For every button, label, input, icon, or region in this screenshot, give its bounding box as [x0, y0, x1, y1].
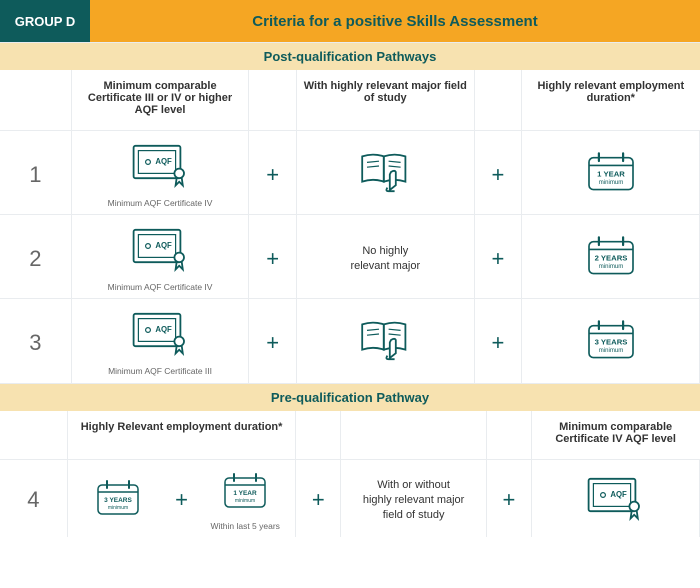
major-cell [296, 299, 474, 383]
table-row: 2 Minimum AQF Certificate IV + No highly… [0, 215, 700, 299]
skills-assessment-criteria: GROUP D Criteria for a positive Skills A… [0, 0, 700, 537]
blank-header [296, 411, 341, 460]
col-header-employment: Highly relevant employment duration* [522, 70, 700, 131]
svg-text:1 YEAR: 1 YEAR [597, 169, 625, 178]
blank-header [0, 70, 71, 131]
table-row: 3 Minimum AQF Certificate III + + 3 YEAR… [0, 299, 700, 383]
plus-icon: + [491, 162, 504, 187]
certificate-cell: Minimum AQF Certificate IV [71, 215, 249, 299]
calendar-icon: 3 YEARS minimum [72, 477, 164, 524]
pre-qualification-band: Pre-qualification Pathway [0, 383, 700, 411]
major-text-cell: With or without highly relevant major fi… [341, 459, 487, 537]
col-header-qualification: Minimum comparable Certificate III or IV… [71, 70, 249, 131]
title-bar: Criteria for a positive Skills Assessmen… [90, 0, 700, 42]
pathway-number: 1 [0, 131, 71, 215]
certificate-cell: Minimum AQF Certificate IV [71, 131, 249, 215]
plus-icon: + [502, 487, 515, 512]
employment-calendar-b-cell: 1 YEAR minimum Within last 5 years [195, 459, 296, 537]
certificate-icon [76, 225, 245, 278]
plus-icon: + [266, 162, 279, 187]
certificate-caption: Minimum AQF Certificate IV [76, 282, 245, 292]
table-row: 1 Minimum AQF Certificate IV + + 1 YEAR … [0, 131, 700, 215]
blank-header [474, 70, 521, 131]
pre-qualification-table: Highly Relevant employment duration* Min… [0, 411, 700, 537]
plus-icon: + [491, 246, 504, 271]
col-header-employment: Highly Relevant employment duration* [67, 411, 296, 460]
table-row: 4 3 YEARS minimum + 1 YEAR minimum [0, 459, 700, 537]
major-cell: No highlyrelevant major [296, 215, 474, 299]
employment-caption: Within last 5 years [199, 521, 291, 531]
employment-cell: 2 YEARS minimum [522, 215, 700, 299]
certificate-caption: Minimum AQF Certificate III [76, 366, 245, 376]
svg-text:minimum: minimum [235, 498, 255, 504]
major-cell [296, 131, 474, 215]
calendar-icon: 3 YEARS minimum [526, 318, 695, 367]
major-text: No highlyrelevant major [301, 244, 470, 274]
certificate-cell: Minimum AQF Certificate III [71, 299, 249, 383]
svg-text:3 YEARS: 3 YEARS [594, 338, 627, 347]
svg-text:minimum: minimum [108, 505, 128, 511]
blank-header [0, 411, 67, 460]
pathway-number: 2 [0, 215, 71, 299]
svg-text:minimum: minimum [598, 349, 623, 355]
pathway-number: 4 [0, 459, 67, 537]
plus-cell: + [249, 215, 296, 299]
group-badge: GROUP D [0, 0, 90, 42]
col-header-qualification: Minimum comparable Certificate IV AQF le… [531, 411, 699, 460]
svg-text:minimum: minimum [598, 180, 623, 186]
header-row: GROUP D Criteria for a positive Skills A… [0, 0, 700, 42]
svg-text:minimum: minimum [598, 264, 623, 270]
plus-cell: + [249, 299, 296, 383]
plus-cell: + [296, 459, 341, 537]
calendar-icon: 1 YEAR minimum [526, 150, 695, 199]
svg-text:1 YEAR: 1 YEAR [234, 490, 258, 497]
calendar-icon: 1 YEAR minimum [199, 470, 291, 517]
svg-text:3 YEARS: 3 YEARS [104, 497, 132, 504]
book-icon [301, 316, 470, 369]
employment-calendar-a-cell: 3 YEARS minimum [67, 459, 168, 537]
plus-cell: + [474, 215, 521, 299]
post-qualification-table: Minimum comparable Certificate III or IV… [0, 70, 700, 383]
plus-cell: + [474, 299, 521, 383]
plus-icon: + [491, 330, 504, 355]
plus-cell: + [486, 459, 531, 537]
calendar-icon: 2 YEARS minimum [526, 234, 695, 283]
plus-cell: + [249, 131, 296, 215]
certificate-icon [536, 474, 695, 527]
employment-cell: 1 YEAR minimum [522, 131, 700, 215]
plus-cell: + [168, 459, 195, 537]
plus-icon: + [175, 487, 188, 512]
svg-text:2 YEARS: 2 YEARS [594, 254, 627, 263]
book-icon [301, 148, 470, 201]
plus-icon: + [312, 487, 325, 512]
col-header-major: With highly relevant major field of stud… [296, 70, 474, 131]
certificate-icon [76, 309, 245, 362]
post-qualification-band: Post-qualification Pathways [0, 42, 700, 70]
certificate-caption: Minimum AQF Certificate IV [76, 198, 245, 208]
certificate-cell [531, 459, 699, 537]
plus-cell: + [474, 131, 521, 215]
certificate-icon [76, 141, 245, 194]
blank-header [341, 411, 487, 460]
blank-header [486, 411, 531, 460]
blank-header [249, 70, 296, 131]
plus-icon: + [266, 330, 279, 355]
pathway-number: 3 [0, 299, 71, 383]
plus-icon: + [266, 246, 279, 271]
employment-cell: 3 YEARS minimum [522, 299, 700, 383]
